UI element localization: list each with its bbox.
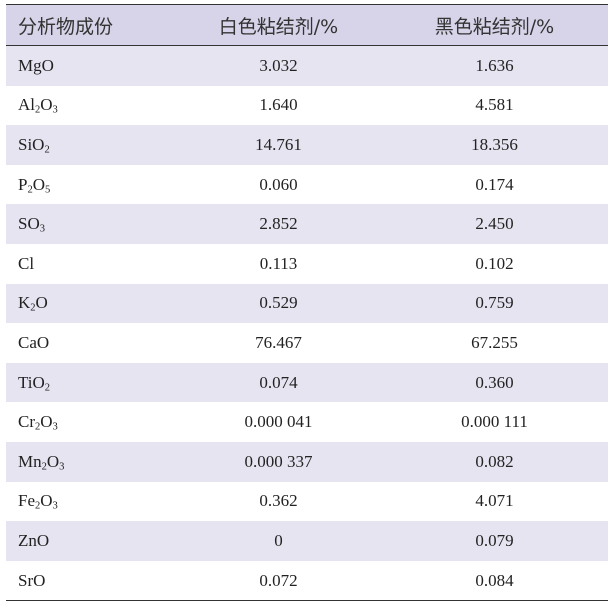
white-binder-value: 0.362 — [259, 491, 298, 511]
formula-text: MgO — [18, 55, 54, 75]
black-binder-value: 0.084 — [475, 570, 514, 590]
formula-text: Cl — [18, 253, 35, 273]
black-binder-value: 4.581 — [475, 95, 514, 115]
black-binder-value: 0.759 — [475, 293, 514, 313]
formula-text: O — [32, 174, 46, 194]
formula-text: O — [46, 451, 60, 471]
black-binder-value: 1.636 — [475, 55, 514, 75]
formula-subscript: 5 — [45, 184, 51, 196]
formula-subscript: 3 — [39, 223, 45, 235]
black-binder-value: 18.356 — [471, 134, 518, 154]
table-body: MgO 3.032 1.636 Al2O3 1.640 4.581 SiO2 14.761 18… — [6, 46, 608, 600]
table-row: Fe2O3 0.362 4.071 — [6, 482, 608, 522]
black-binder-value: 0.174 — [475, 174, 514, 194]
analyte-cell: Cl — [6, 254, 176, 274]
white-binder-value: 0.072 — [259, 570, 298, 590]
analyte-cell: P2O5 — [6, 175, 176, 195]
formula-subscript: 2 — [35, 500, 41, 512]
table-row: Al2O3 1.640 4.581 — [6, 86, 608, 126]
formula-text: TiO — [18, 372, 45, 392]
white-binder-value: 1.640 — [259, 95, 298, 115]
formula-text: Cr — [18, 412, 35, 432]
formula-subscript: 2 — [44, 144, 50, 156]
white-binder-value: 0.113 — [259, 253, 298, 273]
analyte-cell: Mn2O3 — [6, 452, 176, 472]
formula-subscript: 2 — [35, 105, 41, 117]
table-row: P2O5 0.060 0.174 — [6, 165, 608, 205]
formula-text: SrO — [18, 570, 46, 590]
table-row: Mn2O3 0.000 337 0.082 — [6, 441, 608, 482]
header-analyte: 分析物成份 — [18, 15, 114, 38]
white-binder-value: 76.467 — [255, 332, 302, 352]
formula-text: Mn — [18, 451, 42, 471]
black-binder-value: 4.071 — [475, 491, 514, 511]
black-binder-value: 0.360 — [475, 372, 514, 392]
analyte-cell: ZnO — [6, 531, 176, 551]
black-binder-value: 0.079 — [475, 530, 514, 550]
formula-subscript: 3 — [52, 500, 58, 512]
table-row: MgO 3.032 1.636 — [6, 46, 608, 86]
white-binder-value: 3.032 — [259, 55, 298, 75]
black-binder-value: 2.450 — [475, 214, 514, 234]
white-binder-value: 0.074 — [259, 372, 298, 392]
analyte-cell: SO3 — [6, 214, 176, 234]
white-binder-value: 14.761 — [255, 134, 302, 154]
white-binder-value: 0.000 337 — [244, 451, 313, 471]
analyte-cell: TiO2 — [6, 373, 176, 393]
formula-subscript: 3 — [52, 105, 58, 117]
composition-table: 分析物成份 白色粘结剂/% 黑色粘结剂/% MgO 3.032 1.636 Al2O3… — [6, 4, 608, 601]
formula-subscript: 3 — [52, 421, 58, 433]
black-binder-value: 0.000 111 — [461, 412, 528, 432]
black-binder-value: 67.255 — [471, 332, 518, 352]
formula-text: O — [40, 95, 53, 115]
analyte-cell: Cr2O3 — [6, 412, 176, 432]
header-white-binder: 白色粘结剂/% — [218, 15, 339, 38]
analyte-cell: SrO — [6, 571, 176, 591]
formula-text: O — [40, 491, 53, 511]
table-row: K2O 0.529 0.759 — [6, 283, 608, 324]
table-row: ZnO 0 0.079 — [6, 521, 608, 561]
formula-text: SiO — [18, 134, 45, 154]
formula-text: SO — [18, 214, 40, 234]
formula-subscript: 2 — [41, 461, 47, 473]
formula-text: K — [18, 293, 31, 313]
analyte-cell: Fe2O3 — [6, 491, 176, 511]
analyte-cell: K2O — [6, 293, 176, 313]
formula-text: Al — [18, 95, 35, 115]
table-header-row: 分析物成份 白色粘结剂/% 黑色粘结剂/% — [6, 5, 608, 46]
table-row: Cr2O3 0.000 041 0.000 111 — [6, 402, 608, 442]
white-binder-value: 0.060 — [259, 174, 298, 194]
formula-subscript: 2 — [27, 184, 33, 196]
formula-subscript: 2 — [35, 421, 41, 433]
table-row: SrO 0.072 0.084 — [6, 561, 608, 601]
analyte-cell: MgO — [6, 56, 176, 76]
header-black-binder: 黑色粘结剂/% — [434, 15, 555, 38]
formula-subscript: 2 — [30, 302, 36, 314]
formula-text: O — [35, 293, 48, 313]
formula-text: ZnO — [18, 530, 50, 550]
white-binder-value: 2.852 — [259, 214, 298, 234]
table-row: SO3 2.852 2.450 — [6, 204, 608, 244]
black-binder-value: 0.102 — [475, 253, 514, 273]
analyte-cell: Al2O3 — [6, 95, 176, 115]
table-row: TiO2 0.074 0.360 — [6, 362, 608, 403]
formula-text: Fe — [18, 491, 35, 511]
table-row: SiO2 14.761 18.356 — [6, 125, 608, 165]
formula-subscript: 2 — [44, 382, 51, 394]
white-binder-value: 0.000 041 — [244, 412, 313, 432]
black-binder-value: 0.082 — [475, 451, 514, 471]
table-row: Cl 0.113 0.102 — [6, 244, 608, 284]
white-binder-value: 0 — [274, 530, 283, 550]
analyte-cell: SiO2 — [6, 135, 176, 155]
formula-text: P — [18, 174, 28, 194]
formula-text: CaO — [18, 332, 50, 352]
formula-subscript: 3 — [59, 461, 65, 473]
table-row: CaO 76.467 67.255 — [6, 323, 608, 363]
white-binder-value: 0.529 — [259, 293, 298, 313]
analyte-cell: CaO — [6, 333, 176, 353]
formula-text: O — [40, 412, 53, 432]
